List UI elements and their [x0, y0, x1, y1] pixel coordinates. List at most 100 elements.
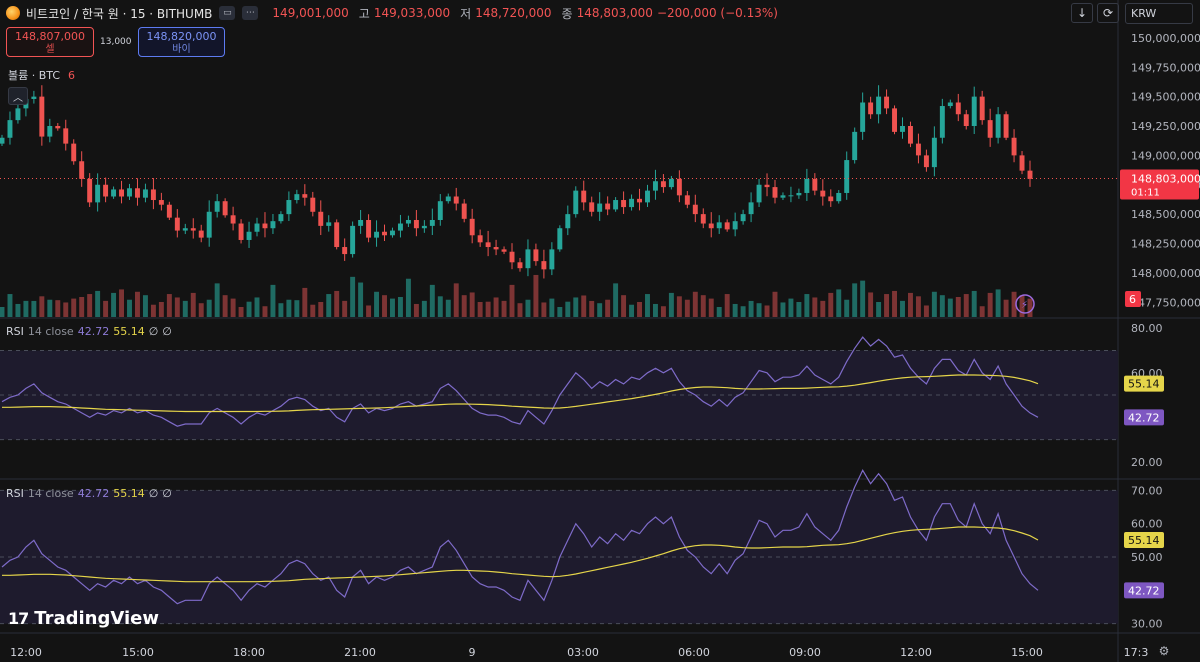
rsi-params: 14 close	[27, 487, 74, 500]
collapse-legend-button[interactable]: ︿	[8, 87, 28, 105]
volume-bar	[613, 283, 619, 317]
candle	[390, 227, 395, 238]
snapshot-button[interactable]: ⟳	[1097, 3, 1119, 23]
candle	[939, 98, 945, 144]
volume-bar	[366, 305, 372, 317]
rsi-ma-value: 55.14	[113, 487, 145, 500]
rsi-pane-2-ma-tag	[1124, 532, 1164, 548]
download-button[interactable]: ↓	[1071, 3, 1093, 23]
candle-body	[812, 178, 818, 191]
candle	[645, 184, 650, 207]
settings-button[interactable]: ⚙	[1156, 643, 1172, 659]
volume-bar	[971, 290, 977, 317]
candle	[517, 257, 523, 272]
volume-bar	[788, 298, 794, 317]
candle	[860, 92, 866, 140]
volume-bar	[852, 283, 858, 317]
candle-body	[358, 220, 364, 226]
volume-bar	[437, 296, 443, 317]
volume-bar	[374, 291, 380, 317]
candle	[708, 212, 714, 238]
volume-bar	[87, 294, 93, 317]
volume-bar	[676, 296, 682, 317]
candle-body	[923, 155, 929, 168]
candle-body	[214, 201, 220, 212]
candle-body	[79, 161, 85, 179]
volume-bar	[820, 300, 826, 317]
volume-bar	[23, 300, 29, 317]
candle	[0, 134, 5, 146]
candle-body	[182, 228, 188, 231]
volume-legend[interactable]: 볼륨 · BTC 6	[8, 67, 75, 83]
candle-body	[286, 200, 292, 215]
candle	[270, 214, 276, 234]
volume-bar	[390, 298, 395, 317]
volume-bar	[660, 306, 666, 317]
symbol-title[interactable]: 비트코인 / 한국 원 · 15 · BITHUMB	[26, 6, 213, 21]
volume-bar	[166, 294, 172, 317]
candle	[15, 104, 21, 124]
volume-bar	[278, 303, 284, 317]
currency-select[interactable]: KRW	[1125, 3, 1193, 24]
volume-bar	[780, 302, 786, 317]
volume-bar	[214, 283, 220, 317]
sell-price: 148,807,000	[15, 30, 85, 43]
candle	[772, 179, 778, 204]
volume-count: 6	[68, 68, 76, 82]
candle-body	[597, 203, 603, 212]
lightning-glyph: ⚡	[1021, 300, 1028, 311]
volume-bar	[302, 287, 308, 317]
price-axis-label: 148,000,000	[1131, 267, 1200, 280]
candle-body	[804, 178, 810, 193]
volume-bar	[828, 292, 834, 317]
volume-bar	[700, 295, 706, 317]
candle-body	[95, 184, 101, 203]
rsi-legend-2[interactable]: RSI 14 close 42.72 55.14 ∅ ∅	[6, 487, 172, 500]
rsi-pane-2-band	[0, 490, 1118, 624]
symbol-box-icon[interactable]: ▭	[219, 6, 236, 20]
rsi-na-2: ∅	[162, 325, 172, 338]
more-options-icon[interactable]: ⋯	[242, 6, 259, 20]
candle-body	[525, 249, 531, 269]
candle	[844, 151, 850, 200]
download-icon: ↓	[1076, 6, 1088, 20]
candle-body	[262, 223, 268, 229]
rsi-legend-1[interactable]: RSI 14 close 42.72 55.14 ∅ ∅	[6, 325, 172, 338]
volume-bar	[740, 306, 746, 317]
candle-body	[740, 214, 746, 222]
rsi-na-2: ∅	[162, 487, 172, 500]
candle-body	[501, 249, 507, 252]
candle-body	[7, 120, 13, 138]
candle	[676, 170, 682, 203]
candle-body	[645, 190, 650, 203]
candle	[358, 210, 364, 234]
candle-body	[716, 222, 722, 229]
price-axis-label: 147,750,000	[1131, 296, 1200, 309]
time-axis-label: 09:00	[789, 646, 821, 659]
volume-bar	[907, 292, 913, 317]
ohlc-low-label: 저	[460, 6, 472, 21]
candle-body	[892, 108, 897, 132]
buy-button[interactable]: 148,820,000 바이	[138, 27, 225, 57]
candle-body	[900, 126, 905, 132]
volume-bar	[645, 294, 650, 317]
candle	[71, 139, 77, 165]
candle-body	[517, 262, 523, 269]
volume-bar	[71, 298, 77, 317]
volume-bar	[931, 291, 937, 317]
candle-body	[1027, 170, 1033, 179]
candle-body	[947, 102, 953, 107]
volume-bar	[150, 304, 156, 317]
sell-button[interactable]: 148,807,000 셀	[6, 27, 94, 57]
candle-body	[605, 203, 611, 210]
candle	[637, 188, 642, 211]
candle-body	[150, 189, 156, 201]
candle-body	[589, 202, 595, 212]
candle-body	[915, 143, 921, 156]
tradingview-logo[interactable]: 17 TradingView	[8, 608, 159, 629]
candle-body	[405, 220, 411, 224]
volume-bar	[397, 297, 403, 317]
candle	[374, 220, 380, 247]
